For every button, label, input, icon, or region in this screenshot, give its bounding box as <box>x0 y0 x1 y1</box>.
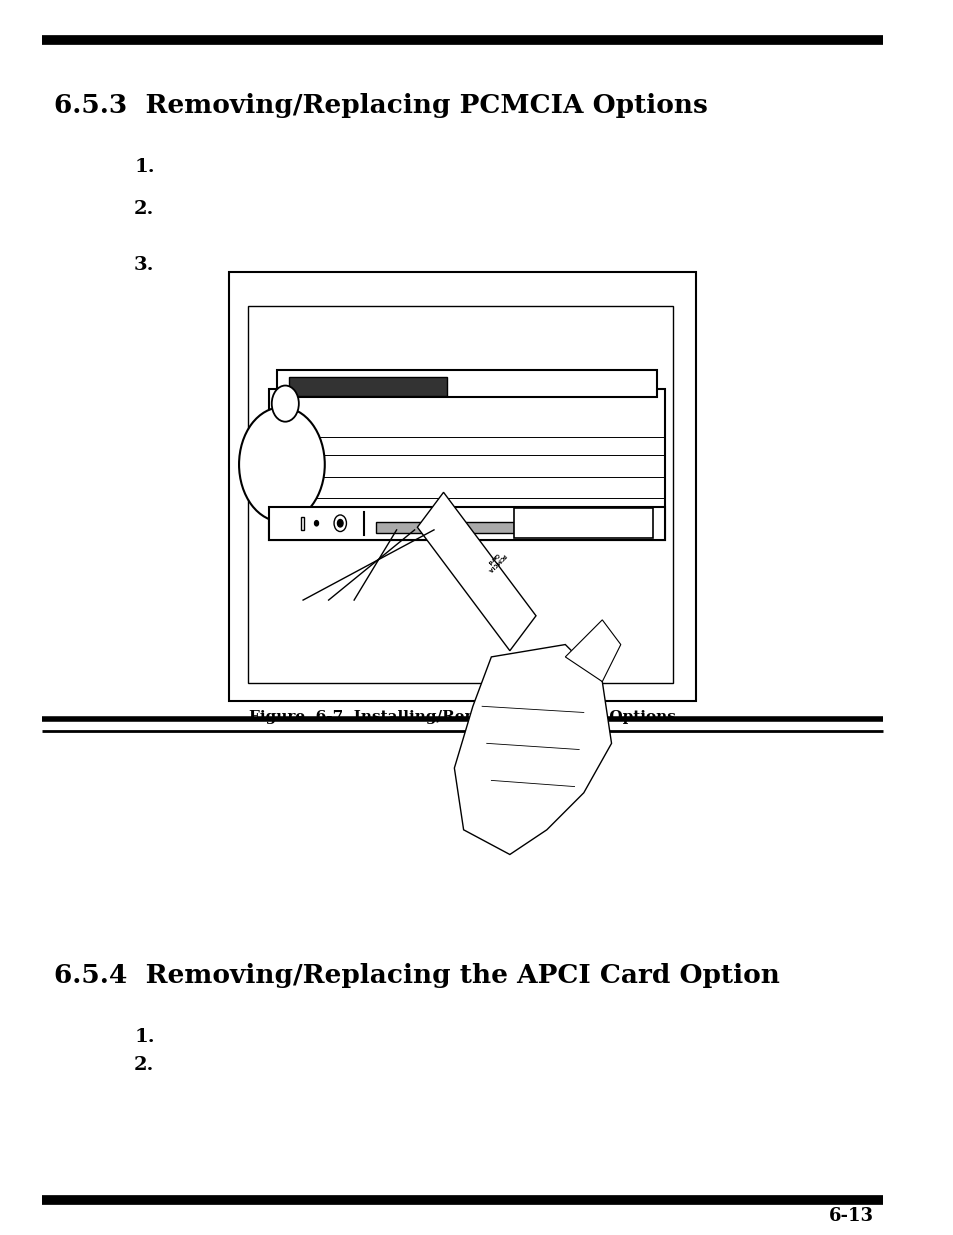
Bar <box>248 306 673 683</box>
Bar <box>229 272 696 701</box>
Polygon shape <box>454 645 611 855</box>
Circle shape <box>272 385 298 421</box>
Text: Figure  6-7  Installing/Removing PCMCIA Options: Figure 6-7 Installing/Removing PCMCIA Op… <box>249 710 675 724</box>
Bar <box>276 370 656 398</box>
Circle shape <box>239 408 324 521</box>
Circle shape <box>314 521 318 526</box>
Text: 3.: 3. <box>134 256 154 274</box>
Text: 1.: 1. <box>134 158 154 177</box>
Polygon shape <box>565 620 620 682</box>
Bar <box>289 377 447 396</box>
Circle shape <box>334 515 346 531</box>
Text: 2.: 2. <box>134 200 154 219</box>
Bar <box>300 516 304 530</box>
Bar <box>375 521 514 534</box>
Bar <box>269 506 664 540</box>
Text: 2.: 2. <box>134 1056 154 1074</box>
Text: 6.5.4  Removing/Replacing the APCI Card Option: 6.5.4 Removing/Replacing the APCI Card O… <box>53 963 779 988</box>
Text: PCMCIA
Card: PCMCIA Card <box>481 548 506 573</box>
Text: 6.5.3  Removing/Replacing PCMCIA Options: 6.5.3 Removing/Replacing PCMCIA Options <box>53 93 707 117</box>
Text: 6-13: 6-13 <box>828 1207 873 1225</box>
Circle shape <box>337 520 343 527</box>
Polygon shape <box>417 493 536 651</box>
Bar <box>514 509 652 538</box>
Bar <box>269 389 664 540</box>
Text: 1.: 1. <box>134 1028 154 1046</box>
